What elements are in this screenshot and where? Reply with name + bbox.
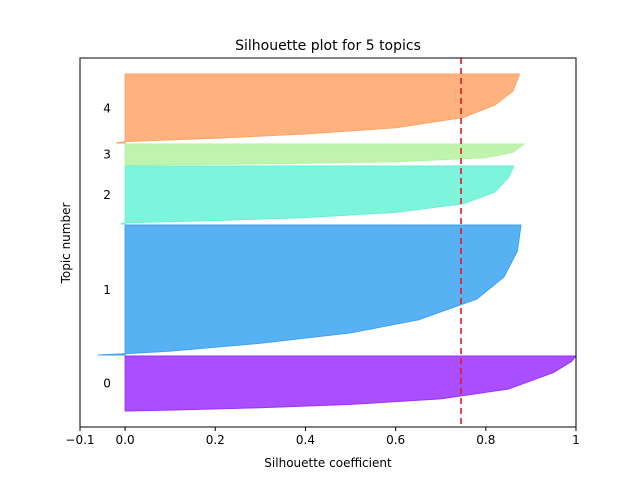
cluster-1-silhouette xyxy=(97,224,522,356)
cluster-4-silhouette xyxy=(116,73,521,144)
x-tick-label: 0.4 xyxy=(296,433,315,447)
x-tick-label: 0.0 xyxy=(116,433,135,447)
plot-area xyxy=(97,73,578,412)
cluster-0-silhouette xyxy=(124,355,578,412)
chart-title: Silhouette plot for 5 topics xyxy=(235,38,421,54)
cluster-2-silhouette xyxy=(120,165,515,225)
axes-frame xyxy=(79,57,577,428)
x-tick-label: 1 xyxy=(572,433,580,447)
x-tick-label: 0.8 xyxy=(476,433,495,447)
x-axis-label: Silhouette coefficient xyxy=(264,456,392,470)
x-tick-label: 0.6 xyxy=(386,433,405,447)
cluster-label-2: 2 xyxy=(103,188,111,202)
cluster-label-3: 3 xyxy=(103,148,111,162)
y-axis-label: Topic number xyxy=(59,203,73,285)
cluster-label-4: 4 xyxy=(103,102,111,116)
x-axis-ticks: −0.1 0.0 0.2 0.4 0.6 0.8 1 xyxy=(65,427,580,447)
x-tick-label: −0.1 xyxy=(65,433,94,447)
x-tick-label: 0.2 xyxy=(206,433,225,447)
cluster-label-0: 0 xyxy=(103,377,111,391)
cluster-labels: 0 1 2 3 4 xyxy=(103,102,111,391)
cluster-3-silhouette xyxy=(124,143,526,166)
cluster-label-1: 1 xyxy=(103,283,111,297)
